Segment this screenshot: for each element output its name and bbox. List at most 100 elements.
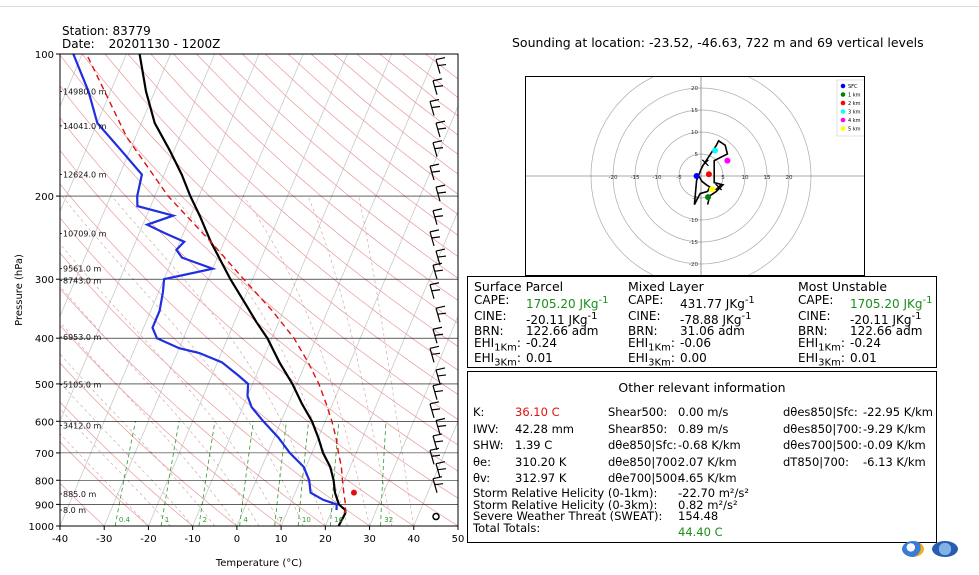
iwv-value: 42.28 mm [515, 421, 574, 436]
hodograph-trace [693, 139, 729, 205]
hodograph-u-tick: 10 [742, 175, 749, 181]
wind-barb [435, 367, 447, 385]
hodograph-u-tick: -10 [653, 175, 662, 181]
wind-barb [432, 383, 444, 400]
dry-adiabat [60, 217, 414, 526]
shw-value: 1.39 C [515, 438, 553, 452]
isotherm-line [324, 210, 458, 526]
hodograph-v-tick: 20 [691, 86, 698, 92]
dthetae-850-sfc: -0.68 K/km [678, 438, 741, 452]
brn-label: BRN: [474, 324, 504, 338]
mixing-ratio-label: 4 [243, 516, 248, 524]
dry-adiabat [60, 441, 149, 526]
y-tick-label: 200 [35, 192, 54, 203]
shear850-value: 0.89 m/s [678, 421, 729, 436]
hodograph-legend: SFC 1 km 2 km 3 km 4 km 5 km [836, 79, 865, 137]
wind-barb [435, 417, 447, 435]
y-tick-label: 600 [35, 417, 54, 428]
x-tick-label: 0 [234, 534, 240, 545]
x-tick-label: -10 [184, 534, 200, 545]
surface-ehi1: -0.24 [526, 335, 558, 350]
y-tick-label: 300 [35, 275, 54, 286]
legend-label: 1 km [848, 93, 861, 99]
station-line: Station: 83779 [62, 25, 151, 38]
mixed-cine: -78.88 JKg-1 [680, 310, 752, 327]
dry-adiabat [60, 401, 193, 526]
dry-adiabat [60, 288, 326, 526]
y-tick-label: 1000 [29, 522, 54, 533]
isotherm-line [236, 54, 437, 526]
legend-marker [840, 126, 846, 131]
surface-ehi3: 0.01 [526, 351, 553, 366]
moist-adiabat [358, 196, 415, 526]
dry-adiabat [60, 324, 282, 526]
moist-adiabat [60, 243, 282, 526]
height-label: 10709.0 m [63, 229, 107, 238]
wind-barb [429, 229, 441, 247]
date-value: 20201130 - 1200Z [108, 37, 221, 51]
moist-adiabat [307, 195, 392, 526]
unstable-ehi1: -0.24 [850, 335, 882, 350]
wind-barb [435, 461, 447, 478]
legend-marker [840, 83, 846, 89]
moist-adiabat [60, 433, 149, 526]
moist-adiabat [60, 321, 238, 526]
mixed-layer-column: Mixed Layer CAPE: 431.77 JKg-1 CINE: -78.8… [628, 279, 755, 369]
srh-0-3km: 0.82 m²/s² [678, 497, 738, 512]
isotherm-line [60, 54, 260, 526]
legend-label: 5 km [848, 127, 861, 133]
x-axis-label: Temperature (°C) [215, 558, 302, 569]
wind-barb [429, 282, 441, 299]
dry-adiabat [60, 362, 238, 526]
other-bottom-rows: Storm Relative Helicity (0-1km): -22.70 m… [473, 486, 750, 539]
cape-label: CAPE: [474, 293, 510, 307]
other-col-3: dθes850|Sfc: -22.95 K/km dθes850|700:-9.2… [783, 405, 934, 469]
isotherm-line [148, 54, 348, 526]
x-tick-label: 20 [319, 534, 332, 545]
hodograph-u-tick: 5 [721, 175, 725, 181]
mixing-ratio-label: 7 [278, 516, 282, 524]
legend-label: 2 km [848, 101, 861, 107]
dry-adiabat [60, 117, 458, 472]
theta-e-value: 310.20 K [515, 454, 567, 469]
y-tick-label: 400 [35, 334, 54, 345]
mixing-ratio-line [239, 421, 254, 526]
moist-adiabat [61, 195, 304, 526]
temperature-profile [138, 54, 347, 526]
moist-adiabat [111, 195, 326, 526]
height-label: 12624.0 m [63, 170, 107, 179]
wind-barb [435, 56, 447, 74]
wind-barb [429, 163, 441, 181]
other-col-1: K: 36.10 C IWV: 42.28 mm SHW: 1.39 C θe: 310… [473, 405, 574, 485]
surface-cine: -20.11 JKg-1 [526, 310, 598, 327]
ehi1-label: EHI1Km: [474, 335, 521, 353]
dry-adiabat [356, 54, 458, 136]
dry-adiabat [219, 54, 458, 258]
hodograph-u-tick: 20 [786, 175, 793, 181]
dry-adiabat [333, 54, 458, 155]
y-tick-label: 100 [35, 50, 54, 61]
hodograph-v-tick: 10 [691, 130, 698, 136]
dthetae-850-700: 2.07 K/km [678, 454, 737, 469]
dry-adiabat [60, 150, 458, 499]
date-line: Date: 20201130 - 1200Z [62, 38, 220, 51]
wind-barb [435, 305, 447, 323]
dthetaes-850-sfc: -22.95 K/km [863, 405, 934, 419]
shear500-value: 0.00 m/s [678, 405, 729, 419]
legend-label: 4 km [848, 118, 861, 124]
isotherm-line [280, 105, 458, 526]
hodograph-level-marker [705, 194, 712, 201]
height-label: 3412.0 m [63, 421, 102, 430]
legend-label: 3 km [848, 110, 861, 116]
height-label: 885.0 m [63, 490, 96, 499]
unstable-cine: -20.11 JKg-1 [850, 310, 922, 327]
hodograph-area [525, 76, 865, 276]
dry-adiabat [310, 54, 458, 175]
mixing-ratio-label: 16 [334, 516, 343, 524]
hodograph-u-tick: 15 [764, 175, 771, 181]
most-unstable-title: Most Unstable [798, 279, 888, 294]
height-label: 14980.0 m [63, 87, 107, 96]
hodograph-level-marker [709, 186, 715, 193]
surface-cape: 1705.20 JKg-1 [526, 295, 609, 311]
